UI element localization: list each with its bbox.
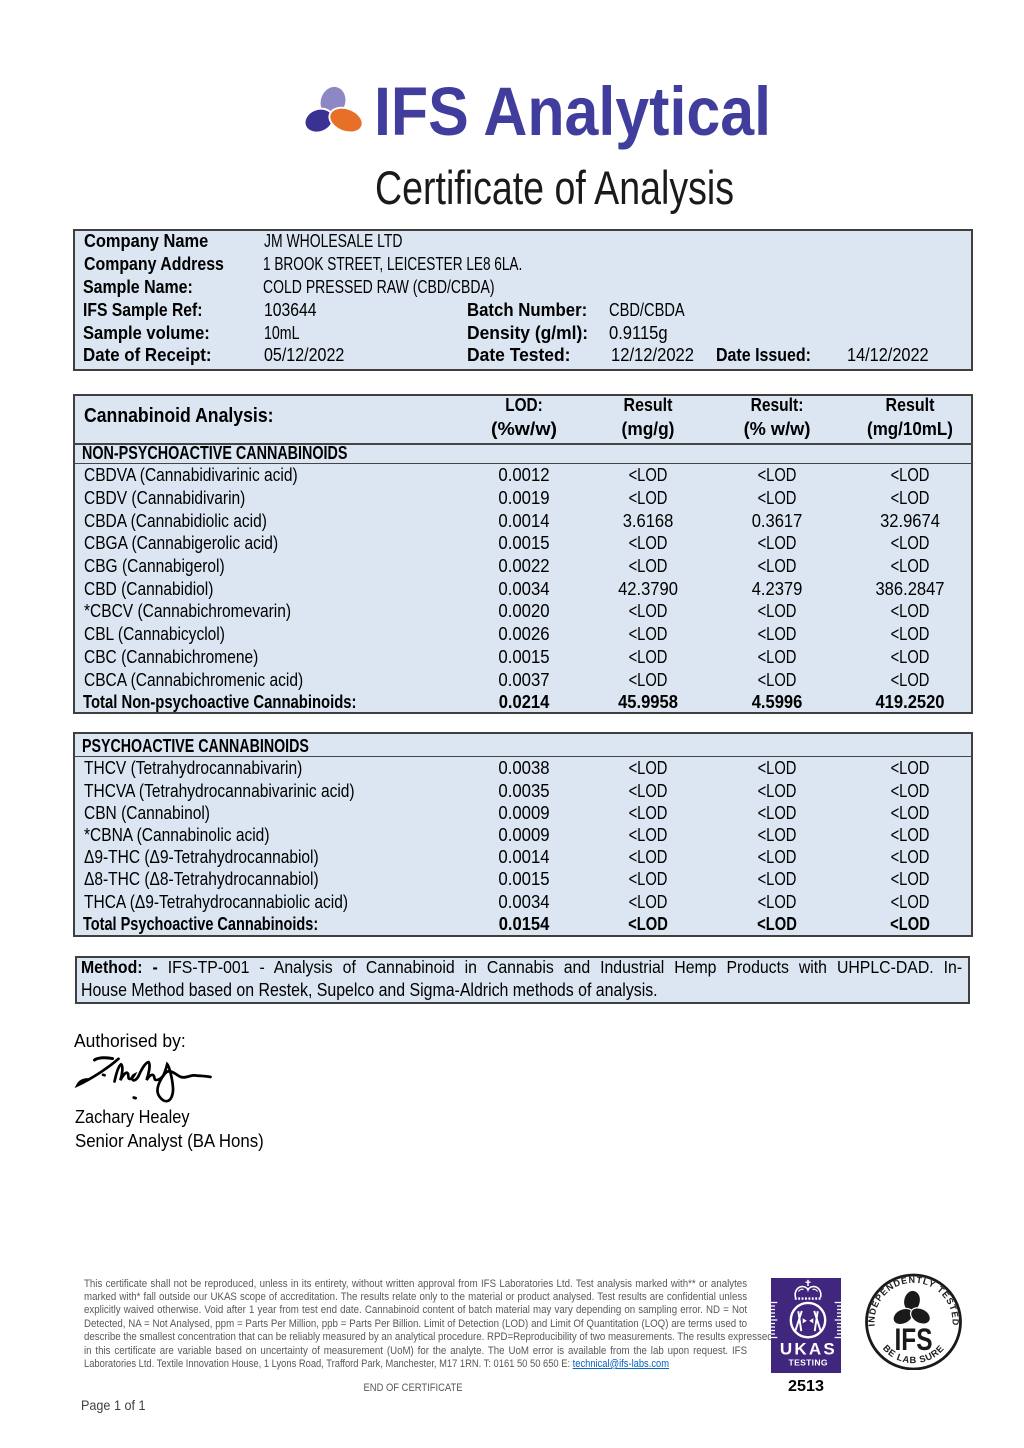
svg-text:UKAS: UKAS: [780, 1339, 837, 1358]
svg-text:IFS: IFS: [895, 1322, 933, 1357]
svg-text:TESTING: TESTING: [789, 1358, 828, 1368]
